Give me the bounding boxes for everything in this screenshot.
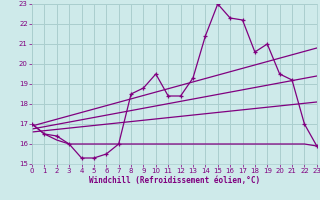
X-axis label: Windchill (Refroidissement éolien,°C): Windchill (Refroidissement éolien,°C) xyxy=(89,176,260,185)
